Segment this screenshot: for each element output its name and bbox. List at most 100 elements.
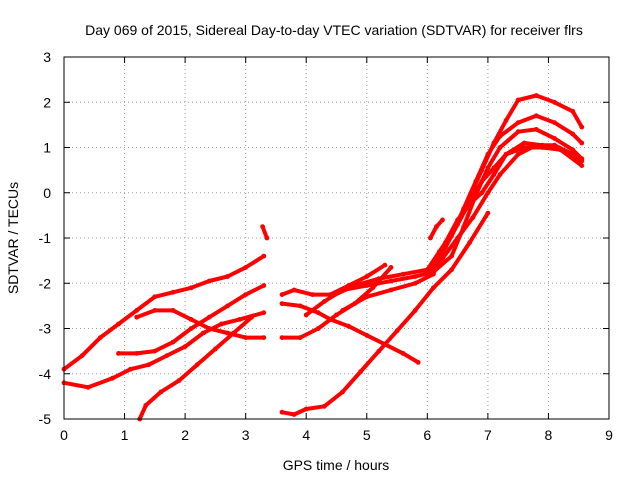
data-point-16-10 — [558, 147, 563, 153]
data-point-2-7 — [182, 344, 188, 349]
data-point-12-14 — [552, 99, 557, 105]
data-point-16-8 — [521, 145, 527, 150]
x-tick-label-3: 3 — [242, 427, 250, 443]
data-point-12-13 — [533, 93, 539, 98]
data-point-12-12 — [515, 97, 521, 103]
data-point-11-11 — [485, 165, 491, 171]
grid — [64, 57, 609, 419]
data-point-1-11 — [243, 265, 249, 270]
data-point-2-8 — [200, 330, 206, 336]
data-point-5-4 — [176, 378, 182, 383]
chart-title: Day 069 of 2015, Sidereal Day-to-day VTE… — [85, 22, 583, 38]
data-point-9-7 — [388, 265, 394, 270]
data-point-11-15 — [552, 136, 557, 141]
data-point-15-1 — [424, 271, 430, 277]
data-point-10-1 — [279, 409, 285, 415]
x-axis-ticks: 0 1 2 3 4 5 6 7 8 9 — [60, 57, 613, 443]
data-point-16-3 — [455, 222, 460, 227]
data-point-11-14 — [533, 126, 539, 132]
data-point-1-4 — [116, 321, 121, 327]
data-point-8-3 — [309, 292, 315, 297]
x-axis-label: GPS time / hours — [283, 457, 390, 473]
data-point-8-1 — [279, 292, 285, 297]
data-point-15-7 — [515, 151, 521, 157]
data-point-11-16 — [570, 147, 576, 153]
data-point-9-3 — [315, 326, 321, 331]
data-point-10-13 — [485, 210, 491, 216]
y-tick-label-8: 3 — [43, 49, 51, 65]
data-point-13-10 — [491, 172, 497, 178]
x-tick-label-9: 9 — [605, 427, 613, 443]
data-point-2-10 — [237, 317, 243, 322]
data-point-9-1 — [279, 335, 285, 340]
data-point-10-10 — [431, 285, 436, 291]
data-point-10-12 — [467, 240, 473, 245]
data-point-10-4 — [322, 403, 327, 409]
data-point-17-3 — [440, 217, 445, 223]
y-axis-ticks: -5 -4 -3 -2 -1 0 1 2 3 — [39, 49, 609, 427]
x-tick-label-2: 2 — [181, 427, 189, 443]
data-point-15-4 — [470, 215, 476, 221]
x-tick-label-7: 7 — [484, 427, 492, 443]
data-point-2-5 — [146, 362, 152, 368]
data-point-10-7 — [376, 348, 382, 354]
x-tick-label-8: 8 — [545, 427, 553, 443]
data-point-13-2 — [364, 294, 370, 300]
data-point-4-4 — [188, 317, 194, 322]
x-tick-label-0: 0 — [60, 427, 68, 443]
data-point-2-11 — [261, 310, 267, 316]
data-point-1-3 — [97, 335, 103, 340]
data-point-5-8 — [249, 314, 255, 320]
data-point-15-2 — [440, 256, 445, 261]
data-point-13-4 — [412, 280, 418, 286]
data-point-16-5 — [479, 179, 485, 184]
data-point-10-9 — [412, 308, 418, 313]
data-point-16-4 — [467, 199, 473, 205]
data-point-1-7 — [170, 289, 176, 295]
data-point-14-12 — [579, 140, 585, 146]
data-point-5-6 — [213, 346, 218, 352]
data-point-16-11 — [579, 163, 585, 169]
data-point-3-5 — [188, 326, 194, 331]
data-point-2-2 — [85, 384, 91, 390]
y-tick-label-3: -2 — [39, 275, 52, 291]
data-point-13-3 — [388, 287, 394, 293]
data-point-4-1 — [134, 314, 140, 320]
data-point-2-3 — [110, 375, 115, 381]
data-point-14-7 — [497, 133, 503, 139]
data-point-8-6 — [364, 274, 370, 279]
data-point-1-5 — [134, 308, 140, 313]
data-point-4-3 — [170, 308, 176, 313]
data-point-12-4 — [400, 271, 406, 277]
data-point-11-13 — [515, 129, 521, 135]
y-axis-label: SDTVAR / TECUs — [5, 182, 21, 294]
data-point-3-2 — [134, 351, 140, 356]
data-point-7-1 — [279, 301, 285, 306]
data-point-1-9 — [206, 278, 212, 284]
series-group — [61, 93, 585, 422]
data-point-13-1 — [340, 308, 345, 313]
data-point-11-1 — [303, 312, 309, 318]
data-point-10-5 — [340, 389, 345, 395]
data-point-12-15 — [570, 108, 576, 114]
data-point-14-11 — [570, 131, 576, 137]
data-point-6-2 — [264, 235, 270, 241]
data-point-7-2 — [297, 303, 303, 309]
data-point-9-2 — [297, 335, 303, 340]
data-point-16-6 — [491, 165, 497, 171]
data-point-1-10 — [225, 274, 230, 279]
data-point-17-2 — [434, 224, 439, 230]
data-point-16-7 — [503, 151, 509, 157]
data-point-14-6 — [485, 151, 491, 157]
data-point-2-9 — [219, 321, 224, 327]
y-tick-label-1: -4 — [39, 366, 52, 382]
data-point-10-2 — [291, 412, 297, 417]
data-point-17-1 — [428, 235, 433, 241]
data-point-3-8 — [243, 292, 249, 297]
data-point-4-5 — [206, 326, 212, 331]
data-point-10-3 — [303, 406, 309, 412]
data-point-10-6 — [358, 369, 364, 374]
data-point-3-4 — [170, 339, 176, 345]
data-point-12-2 — [352, 283, 358, 288]
